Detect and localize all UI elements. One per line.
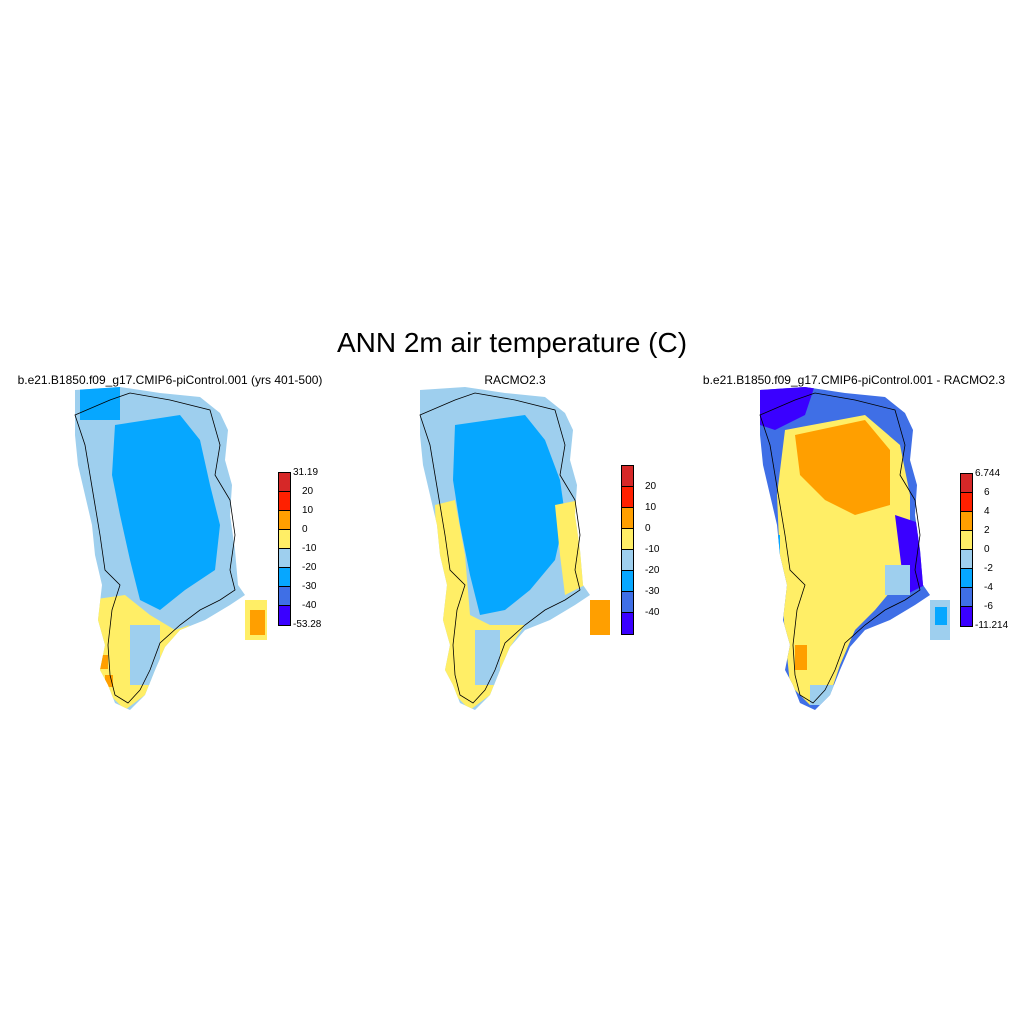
coastline: [74, 392, 236, 704]
colorbar-segment: [961, 607, 972, 626]
colorbar-label: -53.28: [293, 619, 322, 630]
colorbar-diff: [960, 473, 973, 627]
colorbar-label: 0: [302, 524, 308, 535]
colorbar-label: 2: [984, 525, 990, 536]
region-fill: [475, 630, 500, 685]
colorbar-label: 31.19: [293, 467, 319, 478]
colorbar-segment: [622, 508, 633, 529]
map-model: [74, 387, 267, 710]
colorbar-segment: [961, 474, 972, 493]
colorbar-segment: [622, 592, 633, 613]
colorbar-label: -20: [302, 562, 317, 573]
colorbar-segment: [622, 466, 633, 487]
colorbar-label: 4: [984, 506, 990, 517]
colorbar-label: -4: [984, 582, 993, 593]
panel-title-obs: RACMO2.3: [484, 373, 546, 387]
panel-title-model: b.e21.B1850.f09_g17.CMIP6-piControl.001 …: [17, 373, 323, 387]
colorbar-segment: [961, 550, 972, 569]
figure-title: ANN 2m air temperature (C): [336, 327, 688, 358]
colorbar-label: -30: [302, 581, 317, 592]
colorbar-segment: [961, 531, 972, 550]
colorbar-segment: [279, 473, 290, 492]
region-fill: [453, 415, 565, 615]
region-fill: [795, 645, 807, 670]
colorbar-segment: [279, 568, 290, 587]
colorbar-segment: [279, 549, 290, 568]
colorbar-segment: [279, 511, 290, 530]
region-fill: [765, 535, 780, 595]
region-fill: [590, 600, 610, 635]
colorbar-label: -10: [645, 544, 660, 555]
colorbar-label: 6: [984, 487, 990, 498]
region-fill: [105, 675, 113, 687]
colorbar-label: -40: [645, 607, 660, 618]
region-fill: [760, 387, 815, 430]
coastline: [759, 392, 921, 704]
colorbar-label: 0: [984, 544, 990, 555]
colorbar-model: [278, 472, 291, 626]
region-fill: [435, 500, 525, 710]
colorbar-segment: [622, 571, 633, 592]
colorbar-label: -6: [984, 601, 993, 612]
colorbar-segment: [961, 588, 972, 607]
colorbar-label: -10: [302, 543, 317, 554]
colorbar-segment: [279, 606, 290, 625]
coastline: [419, 392, 581, 704]
colorbar-label: 6.744: [975, 468, 1001, 479]
colorbar-segment: [622, 550, 633, 571]
panel-title-diff: b.e21.B1850.f09_g17.CMIP6-piControl.001 …: [702, 373, 1006, 387]
colorbar-label: 20: [645, 481, 657, 492]
colorbar-label: -40: [302, 600, 317, 611]
colorbar-label: 0: [645, 523, 651, 534]
colorbar-segment: [279, 492, 290, 511]
colorbar-label: -30: [645, 586, 660, 597]
colorbar-segment: [622, 529, 633, 550]
colorbar-label: 10: [645, 502, 657, 513]
colorbar-label: -20: [645, 565, 660, 576]
colorbar-segment: [622, 487, 633, 508]
colorbar-label: 20: [302, 486, 314, 497]
colorbar-segment: [279, 587, 290, 606]
region-fill: [885, 565, 910, 595]
region-fill: [935, 607, 947, 625]
colorbar-label: -2: [984, 563, 993, 574]
region-fill: [795, 420, 890, 515]
colorbar-segment: [961, 512, 972, 531]
colorbar-segment: [279, 530, 290, 549]
colorbar-segment: [961, 569, 972, 588]
colorbar-segment: [961, 493, 972, 512]
region-fill: [80, 387, 120, 420]
region-fill: [250, 610, 265, 635]
colorbar-label: -11.214: [975, 620, 1009, 631]
map-diff: [759, 387, 950, 710]
region-fill: [100, 655, 108, 669]
colorbar-label: 10: [302, 505, 314, 516]
colorbar-segment: [622, 613, 633, 634]
map-obs: [419, 387, 610, 710]
region-fill: [112, 415, 220, 610]
colorbar-obs: [621, 465, 634, 635]
